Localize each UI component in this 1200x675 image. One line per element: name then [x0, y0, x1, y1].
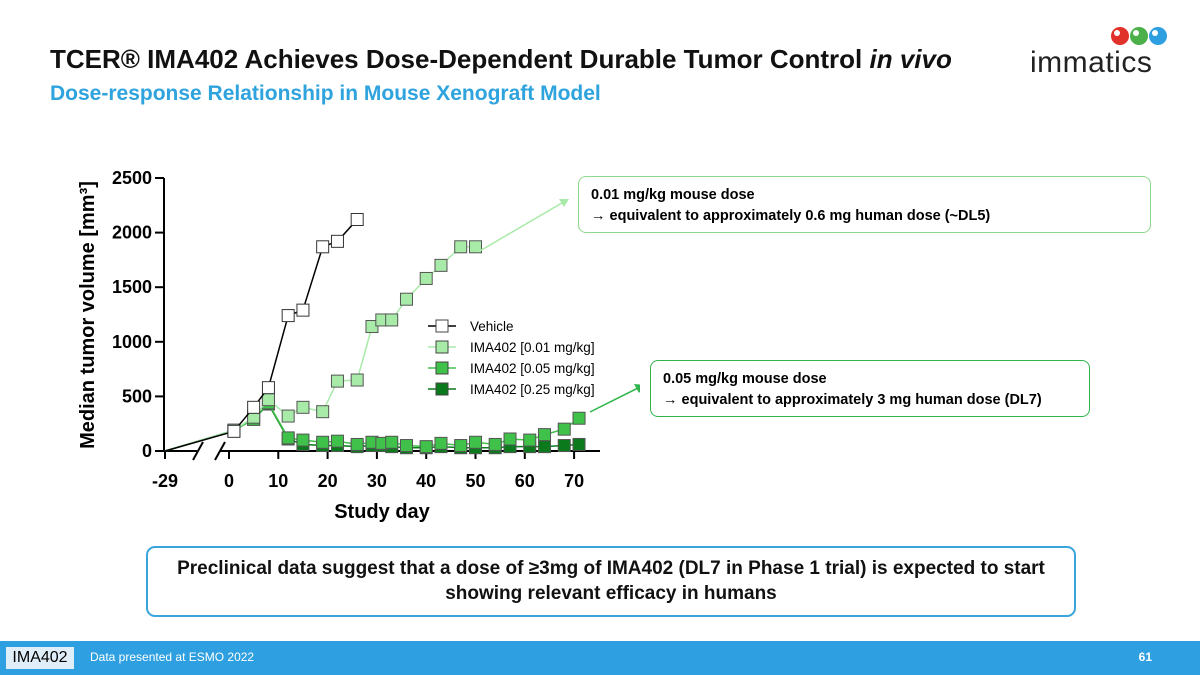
data-point — [261, 381, 275, 395]
data-point — [330, 234, 344, 248]
x-tick-label: 40 — [416, 471, 436, 491]
footer-tag: IMA402 — [6, 647, 74, 669]
x-tick-label: -29 — [152, 471, 178, 491]
x-axis-label: Study day — [334, 501, 430, 523]
data-point — [316, 405, 330, 419]
data-point — [434, 436, 448, 450]
legend-swatch — [435, 382, 449, 396]
data-point — [281, 309, 295, 323]
data-point — [557, 422, 571, 436]
x-tick-label: 20 — [318, 471, 338, 491]
x-tick-label: 0 — [224, 471, 234, 491]
arrow-head-icon — [634, 384, 640, 393]
data-point — [247, 400, 261, 414]
data-point — [572, 437, 586, 451]
y-tick-label: 2500 — [112, 168, 152, 188]
data-point — [538, 440, 552, 454]
callout-low-dose-line1: 0.01 mg/kg mouse dose — [591, 187, 755, 203]
data-point — [365, 320, 379, 334]
footer-note: Data presented at ESMO 2022 — [90, 650, 255, 664]
x-tick-label: 50 — [465, 471, 485, 491]
callout-low-dose: 0.01 mg/kg mouse dose → equivalent to ap… — [578, 176, 1151, 233]
y-tick-label: 2000 — [112, 223, 152, 243]
data-point — [350, 437, 364, 451]
data-point — [350, 212, 364, 226]
y-tick-label: 0 — [142, 441, 152, 461]
y-tick-label: 500 — [122, 386, 152, 406]
title-italic: in vivo — [869, 44, 952, 74]
arrow-to-callout-low — [477, 199, 568, 253]
data-point — [330, 434, 344, 448]
data-point — [419, 271, 433, 285]
slide-subtitle: Dose-response Relationship in Mouse Xeno… — [50, 82, 601, 105]
data-point — [399, 292, 413, 306]
data-point — [538, 428, 552, 442]
y-tick-label: 1500 — [112, 277, 152, 297]
page-number: 61 — [1138, 650, 1152, 664]
data-point — [454, 240, 468, 254]
data-point — [296, 433, 310, 447]
x-tick-label: 70 — [564, 471, 584, 491]
legend-entry: Vehicle — [470, 319, 514, 334]
company-logo: immatics — [1030, 24, 1170, 79]
data-point — [296, 303, 310, 317]
callout-mid-dose: 0.05 mg/kg mouse dose → equivalent to ap… — [650, 360, 1090, 417]
data-point — [385, 435, 399, 449]
data-point — [488, 437, 502, 451]
data-point — [281, 409, 295, 423]
axis-break-mark — [214, 441, 226, 461]
axis-break-mark — [192, 441, 204, 461]
callout-low-dose-line2: → equivalent to approximately 0.6 mg hum… — [591, 208, 991, 225]
data-point — [281, 431, 295, 445]
data-point — [350, 373, 364, 387]
callout-mid-dose-line2: → equivalent to approximately 3 mg human… — [663, 392, 1042, 409]
data-point — [385, 313, 399, 327]
data-point — [316, 240, 330, 254]
data-point — [261, 393, 275, 407]
data-point — [434, 258, 448, 272]
conclusion-box: Preclinical data suggest that a dose of … — [146, 546, 1076, 617]
title-main: TCER® IMA402 Achieves Dose-Dependent Dur… — [50, 44, 870, 74]
x-tick-label: 60 — [515, 471, 535, 491]
data-point — [454, 439, 468, 453]
data-point — [296, 400, 310, 414]
data-point — [419, 440, 433, 454]
data-point — [469, 240, 482, 254]
legend-swatch — [435, 361, 449, 375]
footer-bar: IMA402 Data presented at ESMO 2022 61 — [0, 641, 1200, 675]
slide-title: TCER® IMA402 Achieves Dose-Dependent Dur… — [50, 44, 952, 75]
logo-text: immatics — [1030, 46, 1153, 79]
data-point — [316, 435, 330, 449]
data-point — [330, 374, 344, 388]
logo-dots-icon — [1111, 27, 1167, 45]
y-tick-label: 1000 — [112, 332, 152, 352]
data-point — [227, 424, 241, 438]
legend-entry: IMA402 [0.01 mg/kg] — [470, 340, 595, 355]
data-point — [503, 432, 517, 446]
callout-mid-dose-line1: 0.05 mg/kg mouse dose — [663, 371, 827, 387]
x-tick-label: 10 — [268, 471, 288, 491]
legend-entry: IMA402 [0.25 mg/kg] — [470, 382, 595, 397]
data-point — [523, 433, 537, 447]
legend-swatch — [435, 319, 449, 333]
data-point — [469, 435, 482, 449]
y-axis-label: Median tumor volume [mm³] — [77, 181, 99, 449]
data-point — [399, 439, 413, 453]
data-point — [572, 411, 586, 425]
data-point — [557, 439, 571, 453]
arrow-to-callout-mid — [589, 386, 640, 413]
arrow-head-icon — [559, 199, 569, 207]
legend-entry: IMA402 [0.05 mg/kg] — [470, 361, 595, 376]
x-tick-label: 30 — [367, 471, 387, 491]
legend-swatch — [435, 340, 449, 354]
